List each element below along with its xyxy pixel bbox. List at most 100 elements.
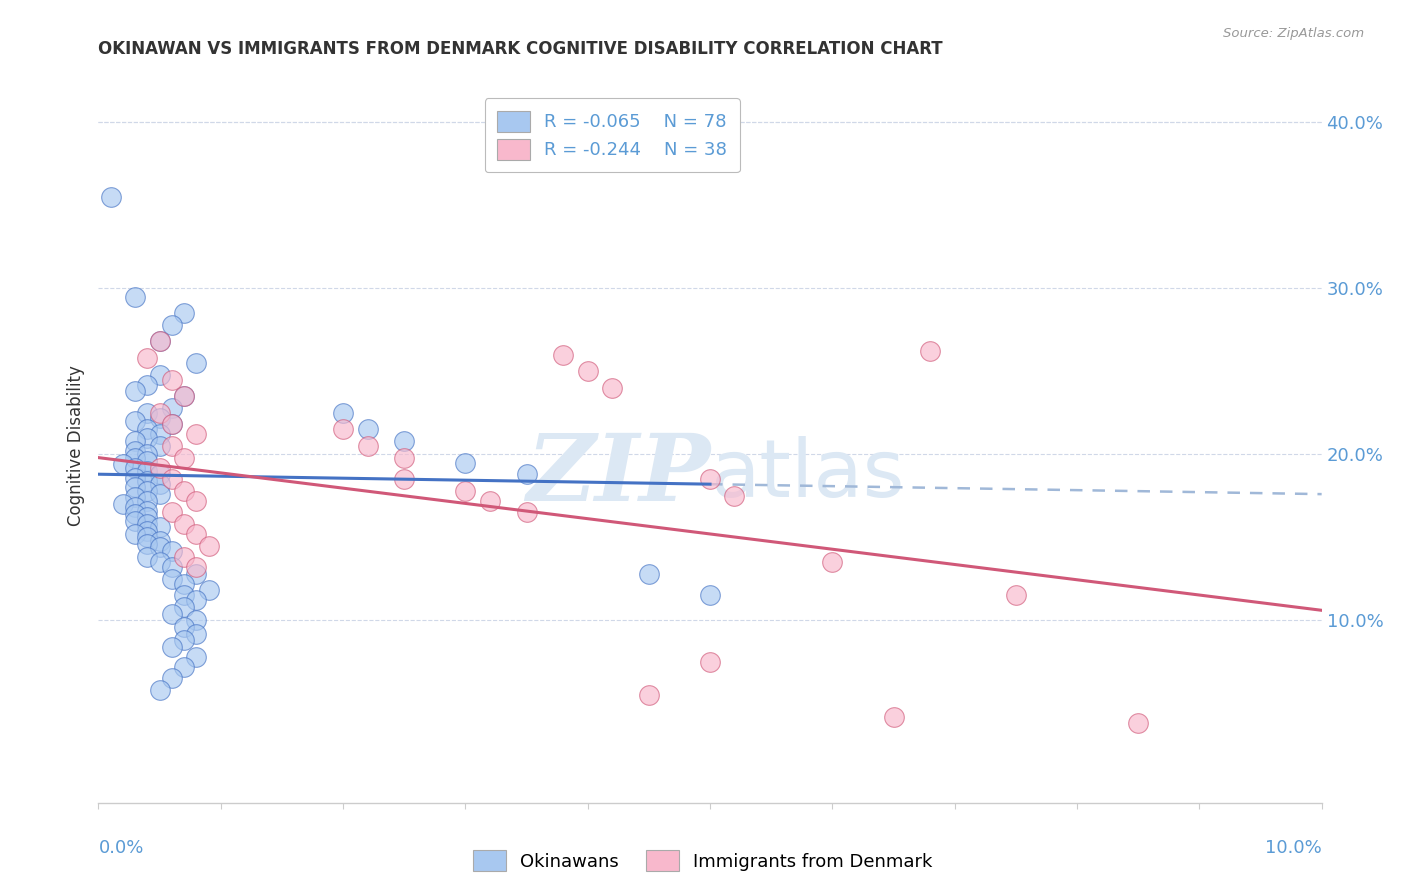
Point (160, 505, 183, 519)
Point (124, 290, 146, 304)
Point (160, 607, 183, 621)
Point (173, 659, 195, 673)
Point (186, 493, 208, 508)
Point (136, 464, 159, 478)
Point (124, 527, 146, 541)
Point (160, 318, 183, 332)
Point (356, 439, 378, 453)
Text: 0.0%: 0.0% (98, 839, 143, 857)
Point (160, 572, 183, 586)
Point (186, 613, 208, 627)
Point (149, 427, 172, 442)
Point (124, 514, 146, 528)
Point (173, 389, 195, 403)
Point (332, 406, 354, 420)
Point (197, 539, 219, 553)
Point (124, 481, 146, 495)
Point (173, 306, 195, 320)
Point (197, 583, 219, 598)
Point (136, 422, 159, 436)
Point (136, 474, 159, 488)
Point (136, 351, 159, 365)
Point (149, 520, 172, 534)
Point (186, 356, 208, 370)
Point (173, 620, 195, 634)
Point (160, 373, 183, 387)
Point (332, 422, 354, 436)
Point (100, 190, 122, 204)
Point (124, 414, 146, 428)
Point (111, 497, 134, 511)
Point (149, 334, 172, 349)
Point (186, 427, 208, 442)
Point (136, 537, 159, 551)
Point (160, 417, 183, 432)
Point (149, 334, 172, 349)
Point (392, 472, 416, 486)
Point (723, 489, 745, 503)
Point (149, 410, 172, 425)
Point (136, 483, 159, 498)
Point (186, 649, 208, 664)
Point (160, 417, 183, 432)
Point (136, 406, 159, 420)
Point (124, 444, 146, 458)
Point (392, 450, 416, 465)
Y-axis label: Cognitive Disability: Cognitive Disability (67, 366, 86, 526)
Point (454, 483, 477, 498)
Point (124, 450, 146, 465)
Point (553, 348, 575, 362)
Point (356, 422, 378, 436)
Point (186, 626, 208, 640)
Point (124, 434, 146, 448)
Point (149, 540, 172, 554)
Point (136, 504, 159, 518)
Point (186, 566, 208, 581)
Point (124, 500, 146, 515)
Point (1004, 588, 1026, 602)
Point (149, 477, 172, 491)
Point (516, 467, 538, 482)
Point (186, 560, 208, 574)
Point (124, 460, 146, 475)
Point (149, 467, 172, 482)
Text: Source: ZipAtlas.com: Source: ZipAtlas.com (1223, 27, 1364, 40)
Legend: R = -0.065    N = 78, R = -0.244    N = 38: R = -0.065 N = 78, R = -0.244 N = 38 (485, 98, 740, 172)
Point (160, 472, 183, 486)
Text: OKINAWAN VS IMMIGRANTS FROM DENMARK COGNITIVE DISABILITY CORRELATION CHART: OKINAWAN VS IMMIGRANTS FROM DENMARK COGN… (98, 40, 943, 58)
Point (478, 493, 501, 508)
Text: atlas: atlas (710, 435, 904, 514)
Point (136, 493, 159, 508)
Point (149, 460, 172, 475)
Point (173, 550, 195, 565)
Point (124, 470, 146, 484)
Point (699, 588, 721, 602)
Point (160, 560, 183, 574)
Point (920, 344, 942, 359)
Point (136, 524, 159, 538)
Point (160, 439, 183, 453)
Point (160, 640, 183, 654)
Point (136, 377, 159, 392)
Point (111, 457, 134, 471)
Point (516, 505, 538, 519)
Point (136, 431, 159, 445)
Point (173, 588, 195, 602)
Point (124, 384, 146, 399)
Point (173, 450, 195, 465)
Point (637, 566, 661, 581)
Point (600, 381, 623, 395)
Point (149, 487, 172, 501)
Point (883, 709, 905, 723)
Point (149, 368, 172, 382)
Text: ZIP: ZIP (526, 430, 710, 519)
Point (173, 516, 195, 531)
Point (173, 483, 195, 498)
Point (576, 364, 599, 378)
Text: 10.0%: 10.0% (1265, 839, 1322, 857)
Point (173, 576, 195, 591)
Point (136, 510, 159, 524)
Point (173, 633, 195, 648)
Point (136, 516, 159, 531)
Point (149, 533, 172, 548)
